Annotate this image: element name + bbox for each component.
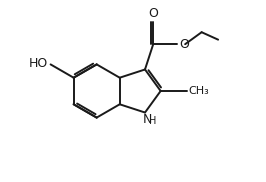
Text: N: N: [143, 113, 152, 126]
Text: H: H: [149, 116, 157, 126]
Text: O: O: [179, 38, 189, 51]
Text: CH₃: CH₃: [189, 86, 210, 96]
Text: HO: HO: [29, 57, 48, 70]
Text: O: O: [148, 7, 158, 20]
